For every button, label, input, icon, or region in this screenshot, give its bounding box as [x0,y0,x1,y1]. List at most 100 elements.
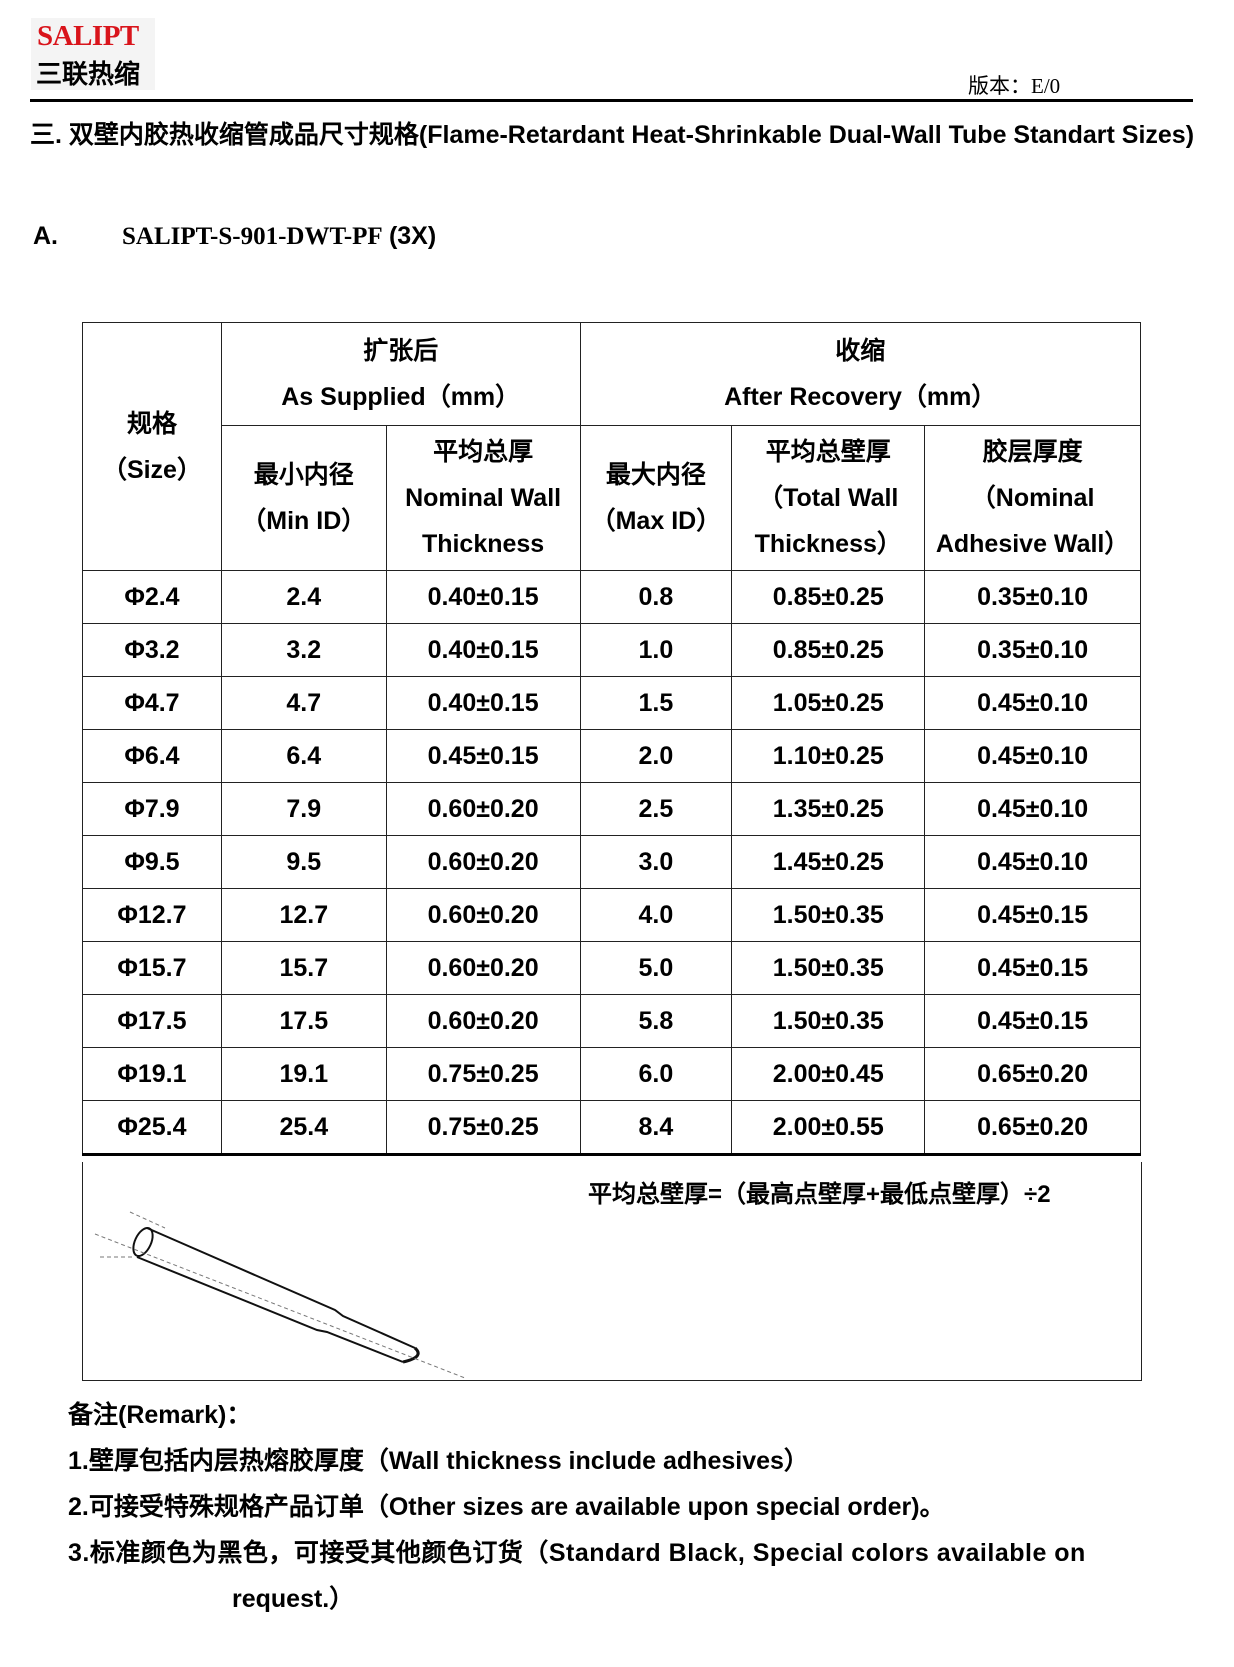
table-cell: 0.65±0.20 [924,1047,1141,1101]
remark-item: 1.壁厚包括内层热熔胶厚度（Wall thickness include adh… [68,1447,809,1475]
table-cell: 0.45±0.10 [924,676,1141,730]
remark-item-continued: request.） [232,1585,355,1613]
version-label: 版本：E/0 [968,74,1061,98]
table-cell: 1.35±0.25 [731,782,926,836]
table-cell: Φ6.4 [82,729,222,783]
table-row: Φ3.2 3.2 0.40±0.15 1.0 0.85±0.25 0.35±0.10 [82,623,1141,677]
column-header: 胶层厚度 （Nominal Adhesive Wall） [924,425,1141,571]
table-cell: 2.5 [579,782,733,836]
section-title: 三. 双壁内胶热收缩管成品尺寸规格(Flame-Retardant Heat-S… [30,121,1195,149]
column-header: 平均总壁厚 （Total Wall Thickness） [731,425,926,571]
remark-item: 2.可接受特殊规格产品订单（Other sizes are available … [68,1493,945,1521]
table-cell: Φ15.7 [82,941,222,995]
table-cell: 0.8 [579,570,733,624]
table-cell: 0.45±0.15 [924,994,1141,1048]
table-cell: 1.05±0.25 [731,676,926,730]
remarks: 备注(Remark)： 1.壁厚包括内层热熔胶厚度（Wall thickness… [68,1392,1198,1622]
table-row: Φ19.1 19.1 0.75±0.25 6.0 2.00±0.45 0.65±0.20 [82,1047,1141,1101]
table-cell: 0.75±0.25 [385,1100,581,1156]
table-cell: 2.00±0.45 [731,1047,926,1101]
table-cell: Φ19.1 [82,1047,222,1101]
salipt-logo: SALIPT 三联热缩 [31,18,155,90]
table-cell: 0.45±0.15 [924,888,1141,942]
tube-diagram [94,1211,466,1379]
remarks-title: 备注(Remark)： [68,1401,252,1429]
table-cell: 12.7 [220,888,387,942]
remark-item: 3.标准颜色为黑色，可接受其他颜色订货（Standard Black, Spec… [68,1539,1086,1567]
model-name: SALIPT-S-901-DWT-PF (3X) [122,222,437,250]
diagram-area: 平均总壁厚=（最高点壁厚+最低点壁厚）÷2 [82,1162,1142,1381]
table-cell: 0.85±0.25 [731,570,926,624]
table-cell: Φ12.7 [82,888,222,942]
table-cell: 1.50±0.35 [731,994,926,1048]
table-cell: 7.9 [220,782,387,836]
table-cell: 0.40±0.15 [385,623,581,677]
after-recovery-header: 收缩 After Recovery（mm） [579,322,1141,426]
table-row: Φ12.7 12.7 0.60±0.20 4.0 1.50±0.35 0.45±0.15 [82,888,1141,942]
table-cell: 19.1 [220,1047,387,1101]
table-cell: 1.10±0.25 [731,729,926,783]
table-cell: 17.5 [220,994,387,1048]
table-row: Φ17.5 17.5 0.60±0.20 5.8 1.50±0.35 0.45±0.15 [82,994,1141,1048]
table-cell: Φ3.2 [82,623,222,677]
table-cell: 5.8 [579,994,733,1048]
table-cell: 2.0 [579,729,733,783]
table-cell: 0.60±0.20 [385,888,581,942]
table-cell: Φ7.9 [82,782,222,836]
table-cell: 5.0 [579,941,733,995]
table-cell: 25.4 [220,1100,387,1156]
table-cell: Φ17.5 [82,994,222,1048]
table-cell: 0.75±0.25 [385,1047,581,1101]
table-cell: 4.0 [579,888,733,942]
table-cell: 3.0 [579,835,733,889]
table-cell: 9.5 [220,835,387,889]
table-cell: 0.65±0.20 [924,1100,1141,1156]
table-cell: 0.45±0.10 [924,835,1141,889]
as-supplied-header: 扩张后 As Supplied（mm） [220,322,581,426]
table-cell: 2.00±0.55 [731,1100,926,1156]
table-cell: 0.35±0.10 [924,623,1141,677]
formula-text: 平均总壁厚=（最高点壁厚+最低点壁厚）÷2 [588,1181,1051,1208]
table-cell: 1.50±0.35 [731,888,926,942]
size-spec-table: 规格 （Size） 扩张后 As Supplied（mm） 收缩 After Reco… [82,322,1141,1156]
table-cell: 0.40±0.15 [385,676,581,730]
table-cell: 1.45±0.25 [731,835,926,889]
table-cell: 0.60±0.20 [385,941,581,995]
table-cell: 0.60±0.20 [385,994,581,1048]
table-cell: 0.45±0.15 [385,729,581,783]
table-cell: Φ9.5 [82,835,222,889]
table-row: Φ6.4 6.4 0.45±0.15 2.0 1.10±0.25 0.45±0.10 [82,729,1141,783]
table-cell: 3.2 [220,623,387,677]
table-cell: 0.85±0.25 [731,623,926,677]
table-cell: 6.0 [579,1047,733,1101]
table-cell: 8.4 [579,1100,733,1156]
table-cell: Φ2.4 [82,570,222,624]
table-cell: 0.60±0.20 [385,835,581,889]
table-cell: Φ25.4 [82,1100,222,1156]
size-header: 规格 （Size） [82,322,222,571]
table-cell: 1.50±0.35 [731,941,926,995]
table-cell: 15.7 [220,941,387,995]
table-row: Φ4.7 4.7 0.40±0.15 1.5 1.05±0.25 0.45±0.10 [82,676,1141,730]
subsection-label: A. [33,222,58,250]
header-divider [30,99,1193,102]
table-cell: 1.0 [579,623,733,677]
table-cell: 0.40±0.15 [385,570,581,624]
table-cell: 0.35±0.10 [924,570,1141,624]
table-cell: 0.60±0.20 [385,782,581,836]
table-row: Φ25.4 25.4 0.75±0.25 8.4 2.00±0.55 0.65±0.20 [82,1100,1141,1156]
table-cell: 0.45±0.10 [924,782,1141,836]
table-cell: Φ4.7 [82,676,222,730]
table-cell: 1.5 [579,676,733,730]
table-cell: 4.7 [220,676,387,730]
table-row: Φ15.7 15.7 0.60±0.20 5.0 1.50±0.35 0.45±0.15 [82,941,1141,995]
table-row: Φ7.9 7.9 0.60±0.20 2.5 1.35±0.25 0.45±0.10 [82,782,1141,836]
column-header: 最大内径 （Max ID） [579,425,733,571]
column-header: 平均总厚 Nominal Wall Thickness [385,425,581,571]
table-cell: 6.4 [220,729,387,783]
table-cell: 0.45±0.15 [924,941,1141,995]
table-row: Φ9.5 9.5 0.60±0.20 3.0 1.45±0.25 0.45±0.10 [82,835,1141,889]
table-row: Φ2.4 2.4 0.40±0.15 0.8 0.85±0.25 0.35±0.10 [82,570,1141,624]
table-cell: 0.45±0.10 [924,729,1141,783]
